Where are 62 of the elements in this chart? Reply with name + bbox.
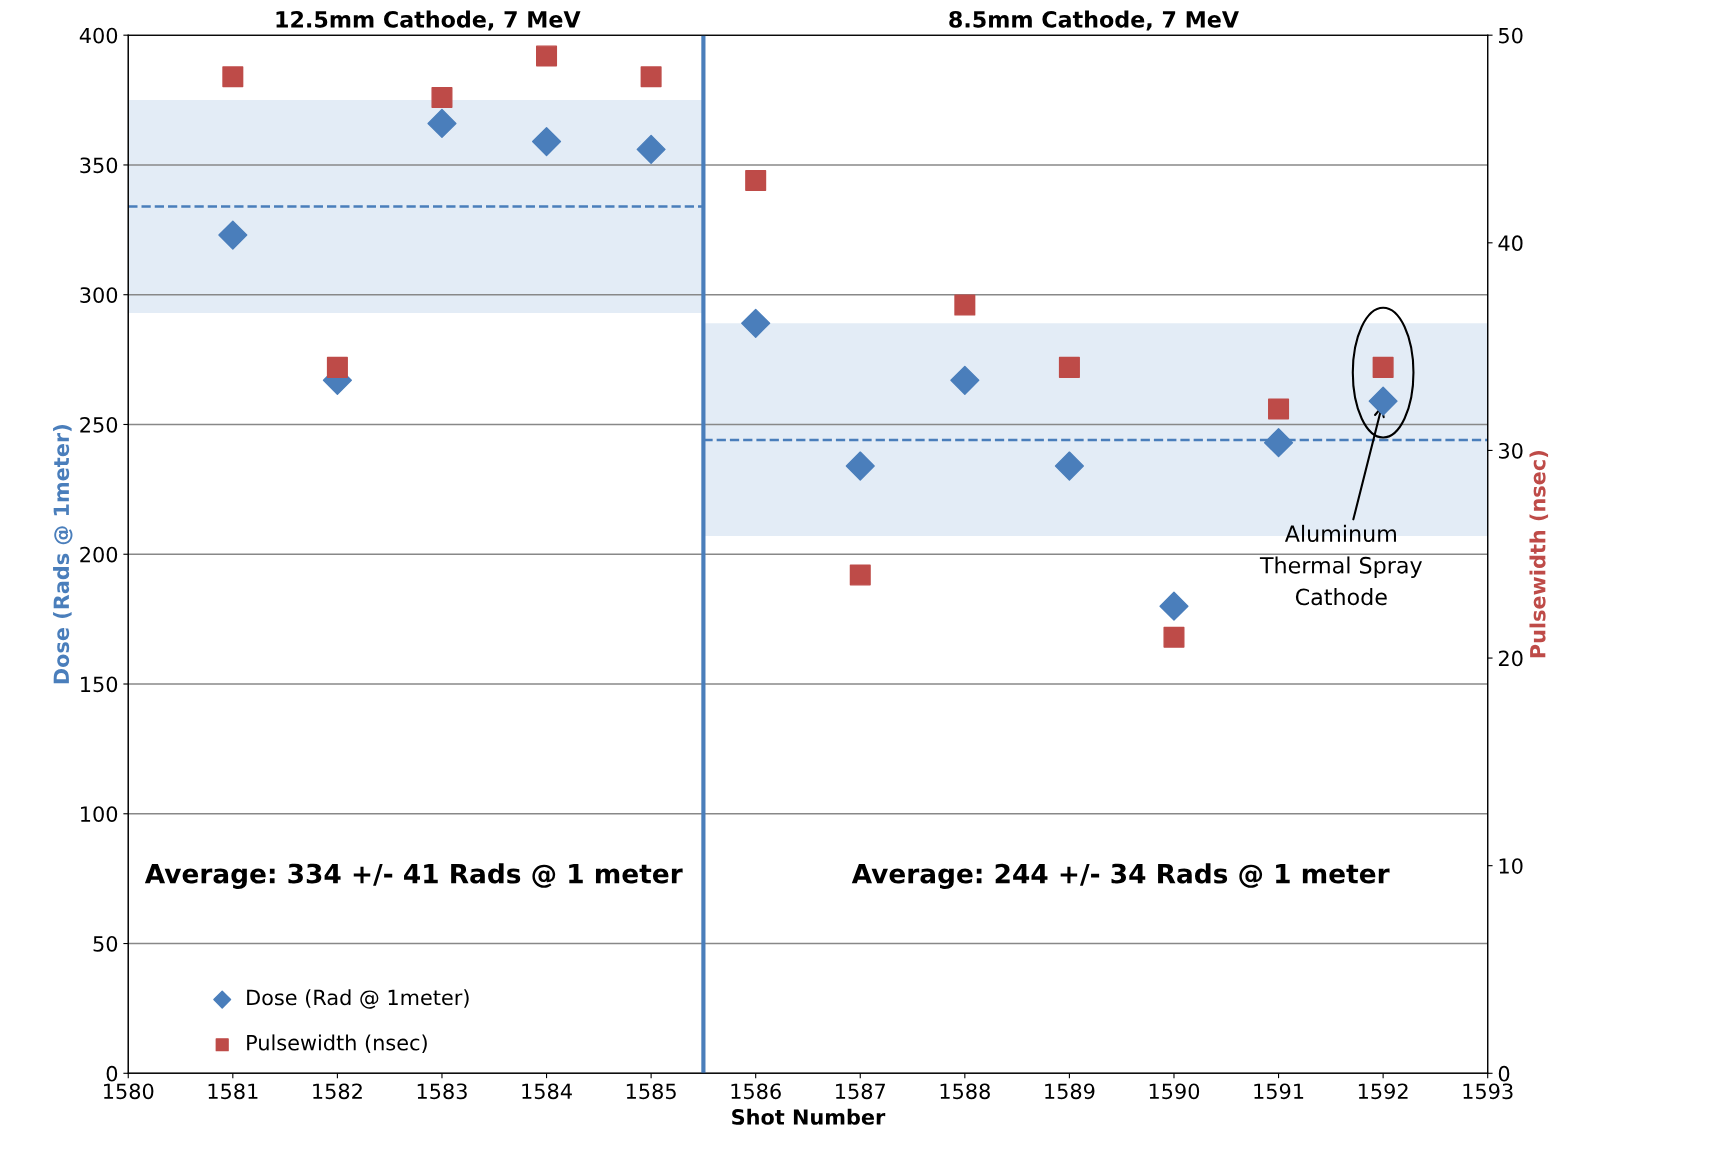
point	[636, 134, 666, 164]
x-tick-label: 1583	[417, 1083, 467, 1100]
y2-axis-title: Pulsewidth (nsec)	[1529, 451, 1549, 658]
y-tick-label: 200	[80, 546, 118, 563]
point	[222, 66, 244, 88]
point	[1159, 591, 1189, 621]
legend-label: Pulsewidth (nsec)	[247, 1034, 427, 1053]
y2-tick-label: 10	[1499, 858, 1523, 874]
y2-tick-label: 30	[1499, 442, 1523, 459]
annotation: Average: 244 +/- 34 Rads @ 1 meter	[851, 863, 1390, 889]
legend-label: Dose (Rad @ 1meter)	[247, 989, 469, 1009]
text: 8.5mm Cathode, 7 MeV	[949, 10, 1239, 31]
point	[531, 127, 562, 157]
point	[1372, 356, 1394, 378]
point	[218, 220, 248, 250]
x-tick-label: 1591	[1254, 1083, 1304, 1100]
point	[745, 170, 767, 192]
point	[849, 564, 871, 586]
point	[431, 86, 453, 108]
y-tick-label: 150	[81, 676, 118, 693]
y2-tick-label: 20	[1498, 650, 1523, 667]
y-tick-label: 350	[80, 157, 118, 174]
x-axis-title: Shot Number	[732, 1108, 886, 1125]
point	[640, 66, 662, 88]
point	[1268, 398, 1290, 420]
x-tick-label: 1590	[1149, 1083, 1200, 1100]
y-tick-label: 400	[79, 27, 118, 44]
x-tick-label: 1581	[208, 1083, 258, 1100]
x-tick-label: 1586	[731, 1083, 781, 1100]
y-tick-label: 300	[80, 287, 118, 303]
point	[1054, 451, 1084, 481]
x-tick-label: 1582	[313, 1083, 362, 1100]
point	[845, 451, 875, 481]
point	[1368, 386, 1398, 416]
x-tick-label: 1585	[626, 1083, 676, 1100]
x-tick-label: 1589	[1045, 1083, 1095, 1100]
x-tick-label: 1580	[104, 1083, 154, 1100]
point	[1263, 428, 1294, 458]
point	[1163, 626, 1185, 648]
annotation: Average: 334 +/- 41 Rads @ 1 meter	[144, 863, 683, 889]
x-tick-label: 1584	[522, 1083, 572, 1100]
y-tick-label: 0	[106, 1065, 118, 1082]
point	[326, 356, 348, 378]
text: 12.5mm Cathode, 7 MeV	[276, 10, 581, 31]
y2-tick-label: 50	[1499, 27, 1523, 44]
x-tick-label: 1592	[1358, 1083, 1408, 1100]
x-tick-label: 1593	[1463, 1083, 1513, 1100]
annotation: Aluminum Thermal Spray Cathode	[1259, 524, 1422, 606]
y-tick-label: 50	[93, 935, 118, 952]
y2-tick-label: 40	[1498, 235, 1523, 252]
x-tick-label: 1587	[836, 1083, 885, 1100]
y-tick-label: 100	[81, 806, 118, 822]
point	[741, 308, 771, 338]
x-tick-label: 1588	[940, 1083, 990, 1100]
y-tick-label: 250	[80, 416, 118, 433]
y-axis-title: Dose (Rads @ 1meter)	[53, 425, 73, 684]
y2-tick-label: 0	[1498, 1065, 1510, 1082]
point	[954, 294, 976, 316]
point	[536, 45, 558, 67]
point	[1058, 356, 1080, 378]
point	[427, 108, 457, 139]
point	[950, 365, 980, 395]
